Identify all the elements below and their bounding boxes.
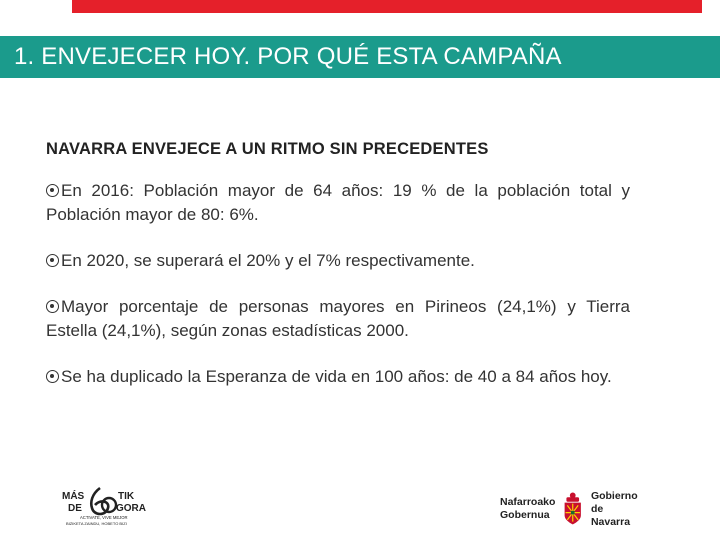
slide-title: 1. ENVEJECER HOY. POR QUÉ ESTA CAMPAÑA [14, 43, 562, 70]
navarra-shield-icon [565, 492, 582, 525]
circle-bullet-icon [46, 254, 59, 267]
logo-tagline2: BIZIKETA ZAINDU, HOBETO BIZI [66, 521, 127, 526]
circle-bullet-icon [46, 184, 59, 197]
bullet-item: Mayor porcentaje de personas mayores en … [46, 295, 630, 343]
logo-text-gora: GORA [116, 503, 146, 514]
bullet-item: En 2020, se superará el 20% y el 7% resp… [46, 249, 630, 273]
circle-bullet-icon [46, 370, 59, 383]
top-accent-bar [72, 0, 702, 13]
bullet-text: Mayor porcentaje de personas mayores en … [46, 297, 630, 340]
slide-content: NAVARRA ENVEJECE A UN RITMO SIN PRECEDEN… [46, 140, 630, 411]
bullet-item: En 2016: Población mayor de 64 años: 19 … [46, 179, 630, 227]
logo-text-mas: MÁS [62, 489, 85, 502]
logo-text-tik: TIK [118, 491, 135, 502]
logo-text-basque: Nafarroako Gobernua [500, 496, 556, 521]
circle-bullet-icon [46, 300, 59, 313]
logo-tagline: ACTIVATE, VIVE MEJOR [80, 515, 128, 520]
campaign-logo: MÁS TIK DE GORA ACTIVATE, VIVE MEJOR BIZ… [62, 486, 146, 526]
bullet-text: En 2020, se superará el 20% y el 7% resp… [61, 251, 475, 270]
logo-zero-shape [100, 496, 118, 514]
logo-text-de: DE [68, 503, 82, 514]
bullet-text: En 2016: Población mayor de 64 años: 19 … [46, 181, 630, 224]
government-logo: Nafarroako Gobernua Gobierno de Navarra [500, 490, 640, 528]
section-heading: NAVARRA ENVEJECE A UN RITMO SIN PRECEDEN… [46, 140, 489, 158]
bullet-item: Se ha duplicado la Esperanza de vida en … [46, 365, 630, 389]
title-bar: 1. ENVEJECER HOY. POR QUÉ ESTA CAMPAÑA [0, 36, 720, 78]
bullet-text: Se ha duplicado la Esperanza de vida en … [61, 367, 612, 386]
logo-text-spanish: Gobierno de Navarra [590, 489, 638, 528]
